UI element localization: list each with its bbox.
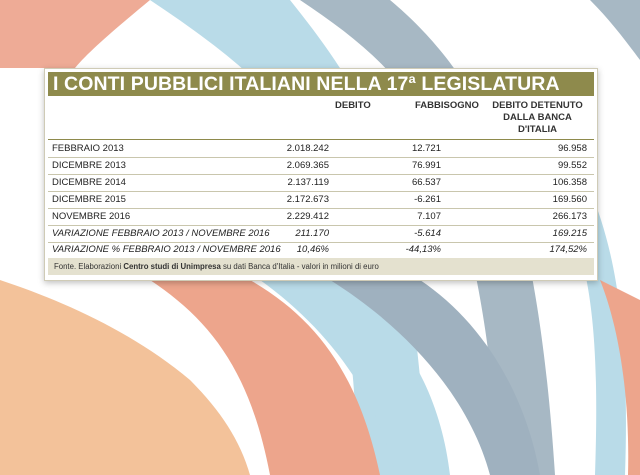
row-label: VARIAZIONE % FEBBRAIO 2013 / NOVEMBRE 20… <box>52 244 281 255</box>
debito-value: 2.229.412 <box>286 211 329 222</box>
debito-value: 10,46% <box>296 244 329 255</box>
fabbisogno-value: -5.614 <box>414 228 441 239</box>
row-label: DICEMBRE 2013 <box>52 160 126 171</box>
detenuto-value: 96.958 <box>557 143 587 154</box>
fabbisogno-value: 7.107 <box>417 211 441 222</box>
public-accounts-table-card: I CONTI PUBBLICI ITALIANI NELLA 17ª LEGI… <box>44 68 598 281</box>
table-row: VARIAZIONE % FEBBRAIO 2013 / NOVEMBRE 20… <box>48 242 594 259</box>
row-label: VARIAZIONE FEBBRAIO 2013 / NOVEMBRE 2016 <box>52 228 270 239</box>
table-row: DICEMBRE 2015 2.172.673 -6.261 169.560 <box>48 192 594 209</box>
table-title: I CONTI PUBBLICI ITALIANI NELLA 17ª LEGI… <box>48 72 594 96</box>
row-label: DICEMBRE 2014 <box>52 177 126 188</box>
fabbisogno-value: -6.261 <box>414 194 441 205</box>
table-row: NOVEMBRE 2016 2.229.412 7.107 266.173 <box>48 209 594 226</box>
row-label: NOVEMBRE 2016 <box>52 211 131 222</box>
column-header-line: D'ITALIA <box>517 124 558 135</box>
column-header-debito: DEBITO <box>335 100 371 111</box>
table-row: FEBBRAIO 2013 2.018.242 12.721 96.958 <box>48 141 594 158</box>
detenuto-value: 169.560 <box>552 194 587 205</box>
footnote-suffix: su dati Banca d'Italia - valori in milio… <box>220 262 379 271</box>
column-header-debito-detenuto: DEBITO DETENUTO DALLA BANCA D'ITALIA <box>485 100 590 136</box>
fabbisogno-value: 66.537 <box>411 177 441 188</box>
detenuto-value: 174,52% <box>549 244 587 255</box>
debito-value: 2.018.242 <box>286 143 329 154</box>
fabbisogno-value: -44,13% <box>405 244 441 255</box>
table-row: DICEMBRE 2014 2.137.119 66.537 106.358 <box>48 175 594 192</box>
column-header-line: DEBITO DETENUTO <box>492 100 583 111</box>
fabbisogno-value: 12.721 <box>411 143 441 154</box>
detenuto-value: 169.215 <box>552 228 587 239</box>
table-row: DICEMBRE 2013 2.069.365 76.991 99.552 <box>48 158 594 175</box>
debito-value: 2.172.673 <box>286 194 329 205</box>
debito-value: 2.069.365 <box>286 160 329 171</box>
debito-value: 2.137.119 <box>287 177 329 188</box>
fabbisogno-value: 76.991 <box>411 160 441 171</box>
column-header-line: DALLA BANCA <box>503 112 572 123</box>
detenuto-value: 106.358 <box>552 177 587 188</box>
detenuto-value: 99.552 <box>557 160 587 171</box>
footnote-prefix: Fonte. Elaborazioni <box>54 262 124 271</box>
header-divider <box>48 139 594 140</box>
column-header-fabbisogno: FABBISOGNO <box>415 100 479 111</box>
row-label: DICEMBRE 2015 <box>52 194 126 205</box>
source-footnote: Fonte. Elaborazioni Centro studi di Unim… <box>48 258 594 275</box>
row-label: FEBBRAIO 2013 <box>52 143 124 154</box>
detenuto-value: 266.173 <box>552 211 587 222</box>
debito-value: 211.170 <box>295 228 329 239</box>
table-row: VARIAZIONE FEBBRAIO 2013 / NOVEMBRE 2016… <box>48 226 594 243</box>
footnote-source: Centro studi di Unimpresa <box>123 262 221 271</box>
